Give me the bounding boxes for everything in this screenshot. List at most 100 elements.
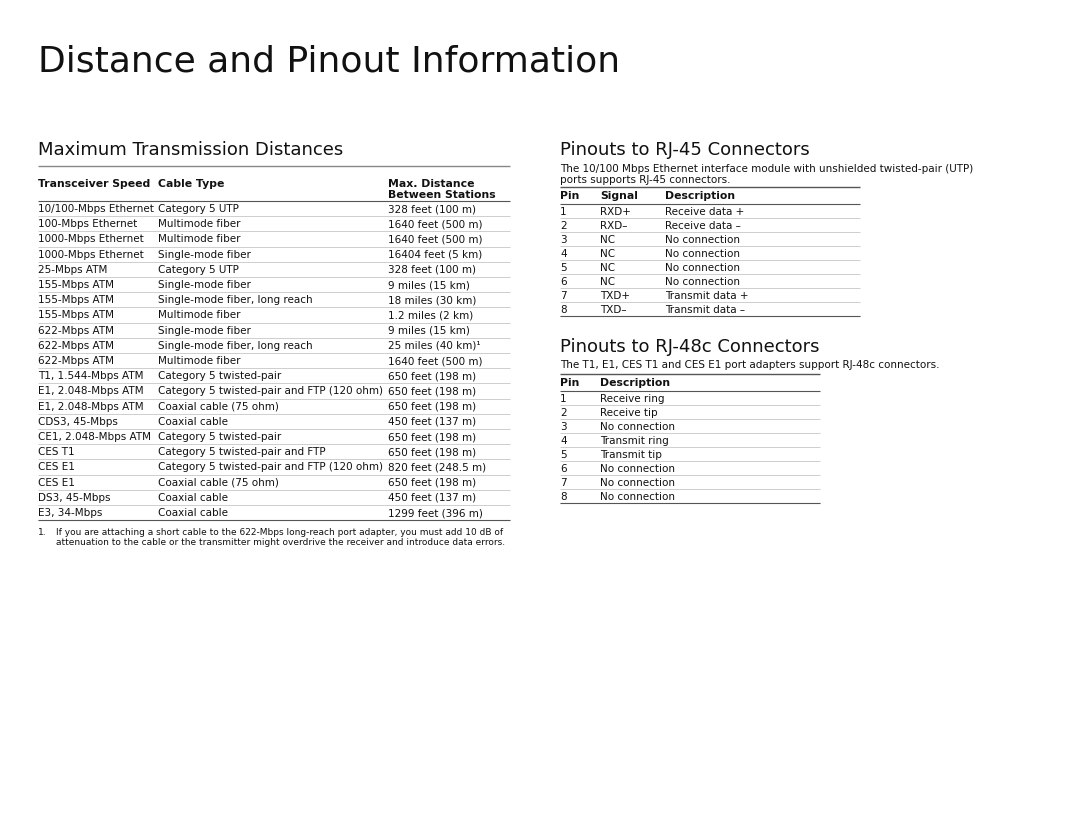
Text: 5: 5 — [561, 450, 567, 460]
Text: No connection: No connection — [665, 235, 740, 245]
Text: No connection: No connection — [600, 478, 675, 488]
Text: If you are attaching a short cable to the 622-Mbps long-reach port adapter, you : If you are attaching a short cable to th… — [56, 528, 503, 537]
Text: Pin: Pin — [561, 191, 579, 201]
Text: 8: 8 — [561, 492, 567, 502]
Text: Description: Description — [600, 378, 670, 388]
Text: 4: 4 — [561, 249, 567, 259]
Text: 10/100-Mbps Ethernet: 10/100-Mbps Ethernet — [38, 204, 153, 214]
Text: 9 miles (15 km): 9 miles (15 km) — [388, 325, 470, 335]
Text: Receive data –: Receive data – — [665, 221, 741, 231]
Text: 650 feet (198 m): 650 feet (198 m) — [388, 432, 476, 442]
Text: 650 feet (198 m): 650 feet (198 m) — [388, 478, 476, 488]
Text: 16404 feet (5 km): 16404 feet (5 km) — [388, 249, 483, 259]
Text: T1, 1.544-Mbps ATM: T1, 1.544-Mbps ATM — [38, 371, 144, 381]
Text: Transmit ring: Transmit ring — [600, 436, 669, 446]
Text: 328 feet (100 m): 328 feet (100 m) — [388, 204, 476, 214]
Text: Single-mode fiber: Single-mode fiber — [158, 325, 251, 335]
Text: ports supports RJ-45 connectors.: ports supports RJ-45 connectors. — [561, 175, 730, 185]
Text: Category 5 twisted-pair: Category 5 twisted-pair — [158, 432, 281, 442]
Text: Transmit data +: Transmit data + — [665, 291, 748, 301]
Text: Receive tip: Receive tip — [600, 408, 658, 418]
Text: 1640 feet (500 m): 1640 feet (500 m) — [388, 234, 483, 244]
Text: Category 5 UTP: Category 5 UTP — [158, 265, 239, 274]
Text: Coaxial cable: Coaxial cable — [158, 417, 228, 427]
Text: Signal: Signal — [600, 191, 638, 201]
Text: 18 miles (30 km): 18 miles (30 km) — [388, 295, 476, 305]
Text: 622-Mbps ATM: 622-Mbps ATM — [38, 325, 114, 335]
Text: Pinouts to RJ-45 Connectors: Pinouts to RJ-45 Connectors — [561, 141, 810, 159]
Text: Receive data +: Receive data + — [665, 207, 744, 217]
Text: attenuation to the cable or the transmitter might overdrive the receiver and int: attenuation to the cable or the transmit… — [56, 538, 505, 547]
Text: No connection: No connection — [665, 249, 740, 259]
Text: 820 feet (248.5 m): 820 feet (248.5 m) — [388, 462, 486, 472]
Text: Single-mode fiber, long reach: Single-mode fiber, long reach — [158, 341, 312, 351]
Text: 155-Mbps ATM: 155-Mbps ATM — [38, 310, 114, 320]
Text: 650 feet (198 m): 650 feet (198 m) — [388, 371, 476, 381]
Text: 1640 feet (500 m): 1640 feet (500 m) — [388, 356, 483, 366]
Text: Maximum Transmission Distances: Maximum Transmission Distances — [38, 141, 343, 159]
Text: 1000-Mbps Ethernet: 1000-Mbps Ethernet — [38, 234, 144, 244]
Text: No connection: No connection — [600, 492, 675, 502]
Text: CES E1: CES E1 — [38, 462, 75, 472]
Text: Single-mode fiber, long reach: Single-mode fiber, long reach — [158, 295, 312, 305]
Text: Pinouts to RJ-48c Connectors: Pinouts to RJ-48c Connectors — [561, 338, 820, 356]
Text: 1.2 miles (2 km): 1.2 miles (2 km) — [388, 310, 473, 320]
Text: Description: Description — [665, 191, 735, 201]
Text: No connection: No connection — [600, 422, 675, 432]
Text: No connection: No connection — [665, 263, 740, 273]
Text: 3: 3 — [561, 235, 567, 245]
Text: CES E1: CES E1 — [38, 478, 75, 488]
Text: CE1, 2.048-Mbps ATM: CE1, 2.048-Mbps ATM — [38, 432, 151, 442]
Text: NC: NC — [600, 277, 616, 287]
Text: 622-Mbps ATM: 622-Mbps ATM — [38, 341, 114, 351]
Text: 1.: 1. — [38, 528, 46, 537]
Text: 155-Mbps ATM: 155-Mbps ATM — [38, 280, 114, 290]
Text: 1: 1 — [561, 207, 567, 217]
Text: 1299 feet (396 m): 1299 feet (396 m) — [388, 508, 483, 518]
Text: Coaxial cable: Coaxial cable — [158, 493, 228, 503]
Text: Single-mode fiber: Single-mode fiber — [158, 249, 251, 259]
Text: E3, 34-Mbps: E3, 34-Mbps — [38, 508, 103, 518]
Text: E1, 2.048-Mbps ATM: E1, 2.048-Mbps ATM — [38, 386, 144, 396]
Text: Receive ring: Receive ring — [600, 394, 664, 404]
Text: Coaxial cable: Coaxial cable — [158, 508, 228, 518]
Text: 2: 2 — [561, 221, 567, 231]
Text: 622-Mbps ATM: 622-Mbps ATM — [38, 356, 114, 366]
Text: 650 feet (198 m): 650 feet (198 m) — [388, 447, 476, 457]
Text: The T1, E1, CES T1 and CES E1 port adapters support RJ-48c connectors.: The T1, E1, CES T1 and CES E1 port adapt… — [561, 360, 940, 370]
Text: Distance and Pinout Information: Distance and Pinout Information — [38, 44, 620, 78]
Text: 6: 6 — [561, 464, 567, 474]
Text: 1000-Mbps Ethernet: 1000-Mbps Ethernet — [38, 249, 144, 259]
Text: No connection: No connection — [600, 464, 675, 474]
Text: 25-Mbps ATM: 25-Mbps ATM — [38, 265, 107, 274]
Text: 100-Mbps Ethernet: 100-Mbps Ethernet — [38, 219, 137, 229]
Text: Coaxial cable (75 ohm): Coaxial cable (75 ohm) — [158, 478, 279, 488]
Text: E1, 2.048-Mbps ATM: E1, 2.048-Mbps ATM — [38, 402, 144, 412]
Text: Category 5 UTP: Category 5 UTP — [158, 204, 239, 214]
Text: 5: 5 — [561, 263, 567, 273]
Text: RXD+: RXD+ — [600, 207, 631, 217]
Text: DS3, 45-Mbps: DS3, 45-Mbps — [38, 493, 110, 503]
Text: No connection: No connection — [665, 277, 740, 287]
Text: CES T1: CES T1 — [38, 447, 75, 457]
Text: 3: 3 — [561, 422, 567, 432]
Text: Transmit data –: Transmit data – — [665, 305, 745, 315]
Text: 4: 4 — [561, 436, 567, 446]
Text: Category 5 twisted-pair: Category 5 twisted-pair — [158, 371, 281, 381]
Text: 8: 8 — [561, 305, 567, 315]
Text: 155-Mbps ATM: 155-Mbps ATM — [38, 295, 114, 305]
Text: 2: 2 — [561, 408, 567, 418]
Text: 7: 7 — [561, 478, 567, 488]
Text: 9 miles (15 km): 9 miles (15 km) — [388, 280, 470, 290]
Text: Category 5 twisted-pair and FTP (120 ohm): Category 5 twisted-pair and FTP (120 ohm… — [158, 386, 383, 396]
Text: Between Stations: Between Stations — [388, 190, 496, 200]
Text: Transmit tip: Transmit tip — [600, 450, 662, 460]
Text: Category 5 twisted-pair and FTP (120 ohm): Category 5 twisted-pair and FTP (120 ohm… — [158, 462, 383, 472]
Text: RXD–: RXD– — [600, 221, 627, 231]
Text: TXD–: TXD– — [600, 305, 626, 315]
Text: 1640 feet (500 m): 1640 feet (500 m) — [388, 219, 483, 229]
Text: Category 5 twisted-pair and FTP: Category 5 twisted-pair and FTP — [158, 447, 326, 457]
Text: 25 miles (40 km)¹: 25 miles (40 km)¹ — [388, 341, 481, 351]
Text: Multimode fiber: Multimode fiber — [158, 356, 241, 366]
Text: 650 feet (198 m): 650 feet (198 m) — [388, 386, 476, 396]
